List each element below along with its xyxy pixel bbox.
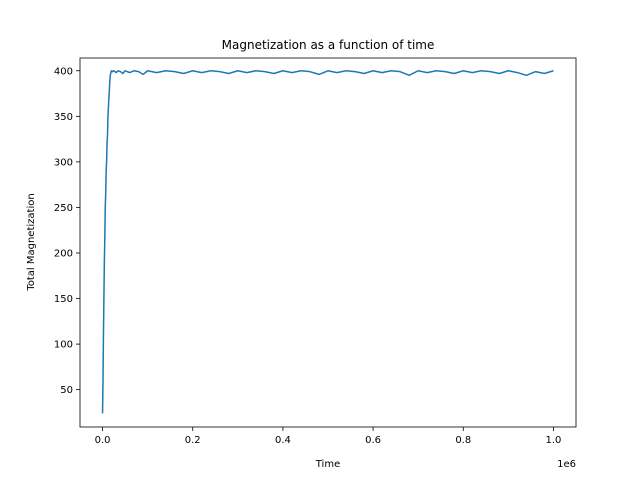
x-offset-text: 1e6 — [557, 459, 576, 470]
y-tick-label: 400 — [54, 66, 73, 77]
x-tick-label: 0.0 — [95, 435, 111, 446]
x-tick-label: 0.4 — [275, 435, 291, 446]
x-tick-label: 1.0 — [546, 435, 562, 446]
y-tick-label: 150 — [54, 294, 73, 305]
x-axis-label: Time — [315, 459, 340, 470]
x-tick-label: 0.2 — [185, 435, 201, 446]
y-tick-label: 350 — [54, 112, 73, 123]
plot-frame — [79, 57, 577, 428]
y-axis: 50 100 150 200 250 300 350 400 — [54, 66, 80, 396]
x-axis: 0.0 0.2 0.4 0.6 0.8 1.0 — [95, 427, 562, 446]
y-tick-label: 50 — [60, 385, 73, 396]
y-tick-label: 300 — [54, 157, 73, 168]
series-line — [101, 70, 554, 414]
y-axis-label: Total Magnetization — [26, 193, 37, 291]
y-tick-label: 250 — [54, 203, 73, 214]
x-tick-label: 0.8 — [455, 435, 471, 446]
y-tick-label: 200 — [54, 248, 73, 259]
y-tick-label: 100 — [54, 340, 73, 351]
chart-title: Magnetization as a function of time — [222, 38, 435, 52]
x-tick-label: 0.6 — [365, 435, 381, 446]
